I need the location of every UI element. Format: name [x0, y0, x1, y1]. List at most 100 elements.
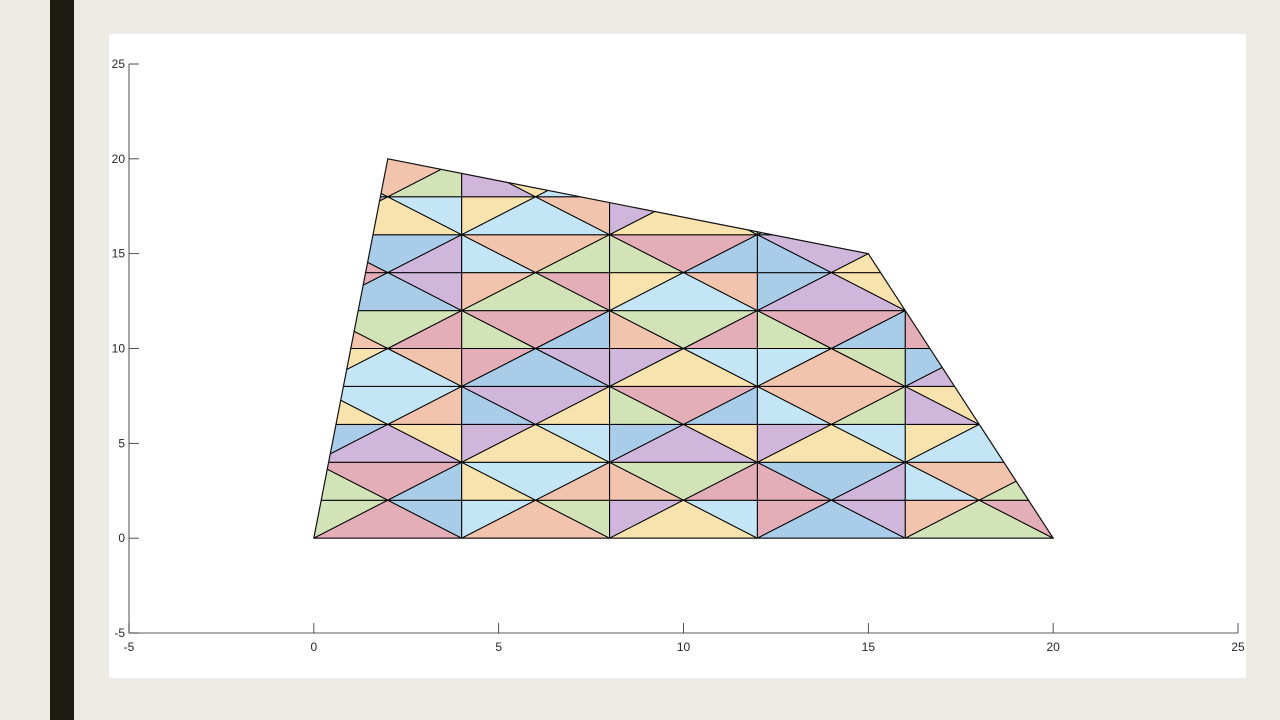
mesh-triangle	[830, 158, 906, 198]
mesh-triangle	[1127, 235, 1201, 273]
mesh-triangle	[313, 196, 315, 236]
x-tick-label: -5	[124, 640, 135, 654]
mesh-triangle	[978, 272, 1054, 312]
mesh-triangle	[904, 272, 1054, 312]
y-tick-label: 0	[118, 531, 125, 545]
mesh-triangle	[1052, 385, 1054, 425]
mesh-triangle	[1127, 197, 1201, 235]
mesh-triangle	[166, 349, 240, 387]
mesh-triangle	[904, 234, 1054, 274]
mesh-triangle	[1052, 234, 1054, 274]
mesh-triangle	[166, 311, 240, 349]
mesh-triangle	[1052, 310, 1054, 349]
mesh-triangle	[978, 158, 1054, 198]
mesh-triangle	[313, 310, 315, 349]
mesh-triangle	[904, 310, 1054, 349]
mesh-triangle	[904, 234, 980, 274]
x-tick-label: 10	[677, 640, 691, 654]
mesh-triangle	[313, 423, 315, 463]
mesh-triangle	[1127, 424, 1201, 462]
mesh-triangle	[313, 158, 389, 198]
mesh-triangle	[756, 196, 906, 236]
mesh-triangle	[1052, 385, 1054, 425]
mesh-triangle	[313, 348, 315, 387]
mesh-triangle	[313, 234, 315, 274]
mesh-triangle	[683, 158, 758, 198]
mesh-triangle	[313, 461, 315, 501]
mesh-triangle	[1127, 311, 1201, 349]
y-tick-label: 10	[112, 342, 126, 356]
x-tick-label: 5	[495, 640, 502, 654]
mesh-triangle	[1052, 461, 1054, 501]
mesh-triangle	[978, 385, 1054, 425]
mesh-triangle	[904, 158, 1054, 198]
mesh-triangle	[313, 234, 315, 274]
mesh-triangle	[756, 158, 906, 198]
mesh-triangle	[313, 423, 315, 463]
mesh-triangle	[609, 158, 758, 198]
mesh-triangle	[166, 235, 240, 273]
mesh-triangle	[313, 499, 315, 539]
y-tick-label: 25	[112, 57, 126, 71]
mesh-triangle	[313, 158, 315, 198]
y-tick-label: -5	[114, 626, 125, 640]
mesh-triangle	[1052, 158, 1054, 198]
mesh-triangle	[313, 385, 315, 425]
mesh-triangle	[978, 348, 1054, 387]
mesh-triangle	[904, 272, 980, 312]
mesh-triangle	[609, 158, 684, 198]
x-tick-label: 25	[1231, 640, 1245, 654]
mesh-boundary	[313, 158, 1055, 539]
mesh-triangle	[1052, 196, 1054, 236]
mesh-triangle	[978, 310, 1054, 349]
mesh-triangle	[1127, 462, 1201, 500]
mesh-triangle	[904, 196, 980, 236]
mesh-triangle	[904, 158, 980, 198]
mesh-triangle	[313, 272, 315, 312]
mesh-triangle	[1127, 273, 1201, 311]
mesh-triangle	[1052, 310, 1054, 349]
mesh-triangle	[978, 196, 1054, 236]
mesh-triangle	[1127, 500, 1201, 538]
mesh-triangle	[166, 424, 240, 462]
mesh-triangle	[1127, 386, 1201, 424]
mesh-triangles	[166, 158, 1201, 539]
x-tick-label: 20	[1046, 640, 1060, 654]
mesh-triangle	[1052, 348, 1054, 387]
mesh-triangle	[1052, 196, 1054, 236]
mesh-triangle	[166, 462, 240, 500]
mesh-triangle	[313, 310, 315, 349]
mesh-triangle	[313, 158, 315, 198]
y-tick-label: 20	[112, 152, 126, 166]
mesh-triangle	[978, 234, 1054, 274]
mesh-triangle	[1052, 423, 1054, 463]
x-tick-label: 0	[310, 640, 317, 654]
mesh-triangle	[166, 386, 240, 424]
mesh-triangle	[313, 196, 315, 236]
mesh-triangle	[313, 348, 315, 387]
mesh-triangle	[166, 500, 240, 538]
mesh-triangle	[313, 461, 315, 501]
mesh-triangle	[166, 197, 240, 235]
mesh-triangle	[1052, 158, 1054, 198]
mesh-triangle	[1052, 272, 1054, 312]
mesh-triangle	[904, 196, 1054, 236]
mesh-triangle	[1052, 461, 1054, 501]
mesh-triangle	[756, 196, 832, 236]
mesh-triangle	[1052, 499, 1054, 539]
mesh-triangle	[535, 158, 611, 198]
mesh-triangle	[1127, 349, 1201, 387]
mesh-triangle	[1052, 272, 1054, 312]
mesh-triangle	[1052, 499, 1054, 539]
y-tick-label: 5	[118, 436, 125, 450]
y-tick-label: 15	[112, 247, 126, 261]
mesh-triangle	[830, 196, 906, 236]
mesh-triangle	[313, 272, 315, 312]
mesh-triangle	[313, 385, 315, 425]
accent-bar	[50, 0, 74, 720]
mesh-triangle	[756, 158, 832, 198]
mesh-triangle	[1052, 234, 1054, 274]
mesh-triangle	[1052, 423, 1054, 463]
mesh-triangle	[1052, 348, 1054, 387]
mesh-triangle	[166, 159, 240, 197]
